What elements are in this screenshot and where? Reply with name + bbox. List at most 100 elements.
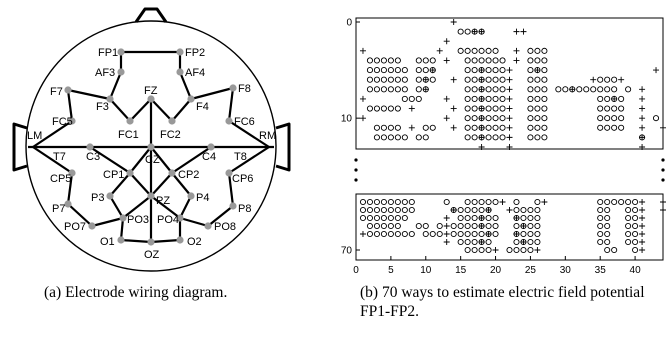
label-t8: T8 — [234, 151, 247, 163]
circle-marker — [366, 105, 374, 112]
circle-marker — [527, 246, 534, 254]
estimation-chart: 0 5 10 15 20 25 30 35 40 0 10 70 — [341, 17, 666, 276]
circle-marker — [359, 198, 367, 206]
plus-marker — [478, 95, 485, 102]
wire-f4-fc2 — [171, 98, 192, 122]
plus-marker — [506, 95, 513, 102]
circle-marker — [373, 67, 380, 74]
circle-marker — [387, 124, 394, 131]
circle-marker — [611, 246, 618, 254]
plus-marker — [471, 28, 478, 35]
right-ear — [275, 122, 291, 172]
circle-marker — [492, 134, 499, 141]
circle-marker — [464, 222, 471, 230]
plus-marker — [450, 19, 457, 25]
circle-marker — [464, 67, 471, 74]
circle-marker — [492, 95, 499, 102]
plus-marker — [478, 134, 485, 141]
circle-marker — [387, 57, 394, 64]
circle-marker — [373, 214, 380, 222]
circle-marker — [485, 134, 492, 141]
circle-marker — [394, 206, 401, 214]
plus-marker — [513, 215, 520, 221]
circle-marker — [464, 47, 471, 54]
plus-marker — [506, 76, 513, 83]
x-tick-label: 10 — [420, 265, 432, 276]
circle-marker — [478, 86, 485, 93]
plus-marker — [450, 124, 457, 131]
circle-marker — [457, 230, 464, 238]
circle-marker — [464, 214, 471, 222]
x-tick-label: 0 — [353, 265, 359, 276]
plus-marker — [660, 199, 666, 205]
electrode-po7 — [88, 222, 96, 230]
circle-marker — [394, 230, 401, 238]
circle-marker — [485, 57, 492, 64]
circle-marker — [604, 124, 611, 131]
axis-break-dot — [661, 178, 665, 182]
circle-marker — [464, 28, 471, 35]
circle-marker — [373, 134, 380, 141]
circle-marker — [625, 198, 632, 206]
label-rm: RM — [259, 130, 276, 142]
plus-marker — [450, 105, 457, 112]
circle-marker — [401, 198, 408, 206]
circle-marker — [611, 95, 618, 102]
caption-b: (b) 70 ways to estimate electric field p… — [360, 284, 645, 320]
y-tick-label: 0 — [346, 18, 352, 29]
circle-marker — [457, 206, 464, 214]
circle-marker — [604, 222, 611, 230]
circle-marker — [485, 222, 492, 230]
circle-marker — [373, 222, 380, 230]
circle-marker — [387, 86, 394, 93]
circle-marker — [520, 222, 527, 230]
circle-marker — [464, 124, 471, 131]
circle-marker — [604, 198, 611, 206]
circle-marker — [611, 86, 618, 93]
circle-marker — [443, 198, 450, 206]
plus-marker — [436, 47, 443, 54]
label-af3: AF3 — [95, 67, 115, 79]
plus-marker — [639, 215, 646, 221]
circle-marker — [492, 230, 499, 238]
circle-marker — [401, 86, 408, 93]
electrode-o2 — [176, 236, 184, 244]
circle-marker — [513, 214, 520, 222]
plus-marker — [478, 67, 485, 74]
plus-marker — [590, 76, 597, 83]
electrode-f8 — [229, 84, 237, 92]
plus-marker — [450, 207, 457, 213]
circle-marker — [513, 238, 520, 246]
circle-marker — [534, 76, 541, 83]
label-po8: PO8 — [214, 221, 236, 233]
circle-marker — [527, 230, 534, 238]
circle-marker — [499, 124, 506, 131]
circle-marker — [485, 124, 492, 131]
circle-marker — [373, 57, 380, 64]
plus-marker — [443, 115, 450, 122]
plus-marker — [506, 144, 513, 150]
circle-marker — [380, 198, 387, 206]
circle-marker — [373, 76, 380, 83]
caption-a: (a) Electrode wiring diagram. — [44, 284, 228, 301]
wire-pz-po4 — [150, 195, 181, 219]
electrode-p8 — [229, 202, 237, 210]
circle-marker — [618, 115, 625, 122]
circle-marker — [471, 222, 478, 230]
circle-marker — [527, 124, 534, 131]
electrode-oz — [147, 238, 155, 246]
plus-marker — [478, 124, 485, 131]
circle-marker — [387, 134, 394, 141]
circle-marker — [373, 124, 380, 131]
circle-marker — [541, 86, 548, 93]
circle-marker — [527, 105, 534, 112]
label-fp1: FP1 — [98, 47, 118, 59]
circle-marker — [415, 222, 422, 230]
circle-marker — [597, 206, 604, 214]
wire-af4-f4 — [178, 71, 193, 100]
circle-marker — [611, 105, 618, 112]
circle-marker — [604, 95, 611, 102]
circle-marker — [429, 67, 436, 74]
circle-marker — [611, 124, 618, 131]
circle-marker — [499, 115, 506, 122]
